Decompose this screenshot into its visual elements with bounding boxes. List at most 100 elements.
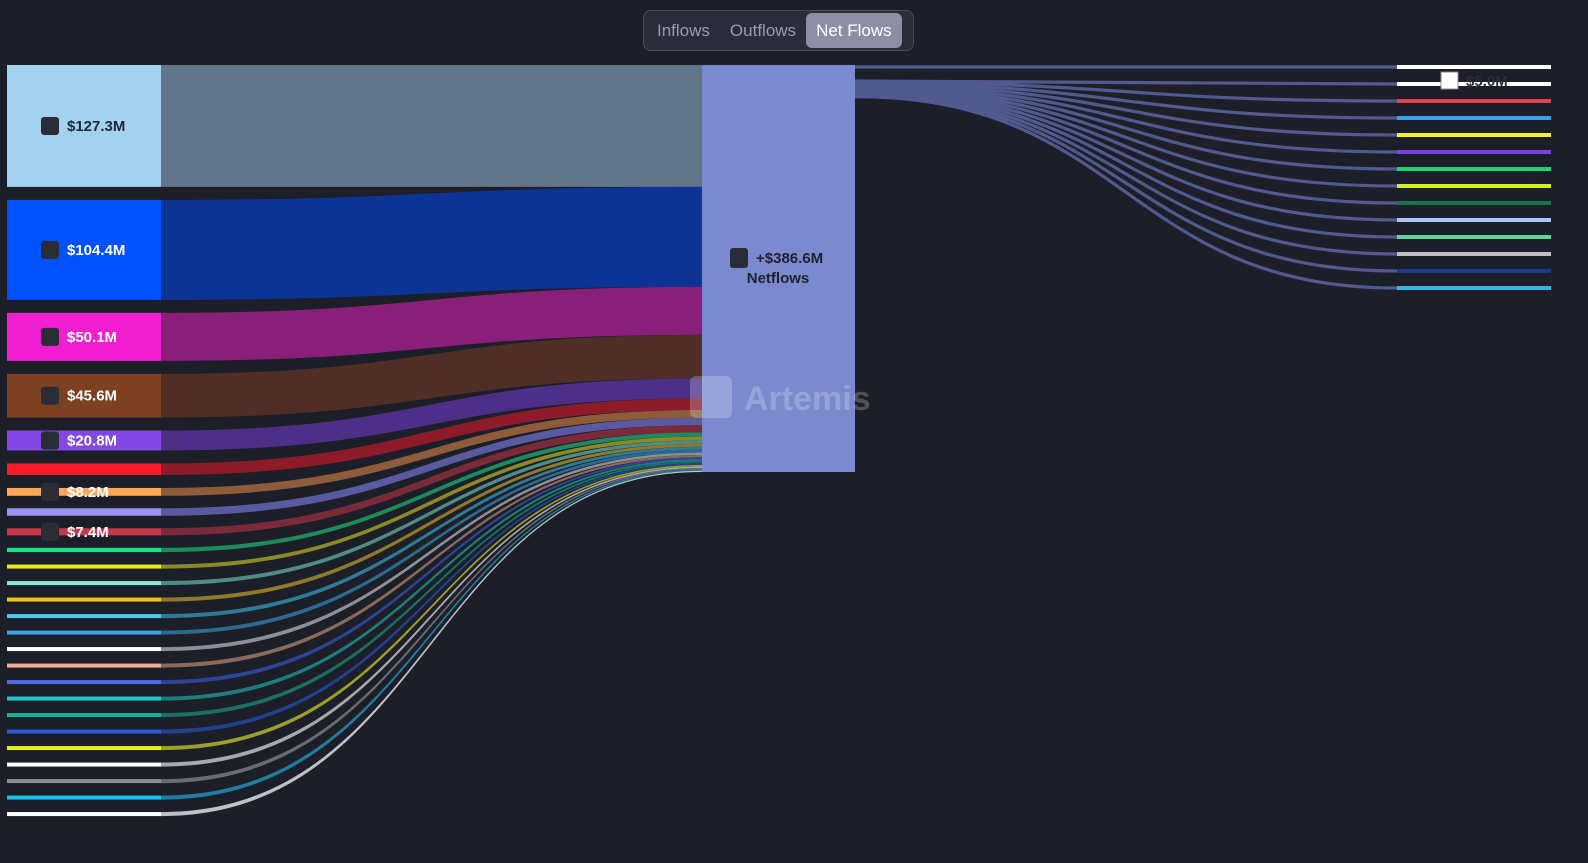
inflow-link[interactable]: [161, 440, 702, 586]
outflow-node[interactable]: [1397, 99, 1551, 103]
inflow-node[interactable]: [7, 630, 161, 635]
inflow-link[interactable]: [161, 378, 702, 451]
outflow-node[interactable]: [1397, 252, 1551, 256]
inflow-link[interactable]: [161, 470, 702, 817]
inflow-node[interactable]: [7, 746, 161, 751]
inflow-node[interactable]: [7, 463, 161, 475]
outflow-node[interactable]: [1397, 184, 1551, 188]
tron-icon: [41, 386, 59, 405]
polygon-icon: [41, 431, 59, 450]
outflow-link[interactable]: [854, 82, 1398, 120]
outflow-value-label: $5.0M: [1466, 73, 1508, 90]
outflow-link[interactable]: [854, 91, 1398, 239]
inflow-link[interactable]: [161, 409, 702, 496]
inflow-node[interactable]: [7, 312, 161, 361]
outflow-link[interactable]: [854, 87, 1398, 188]
outflow-link[interactable]: [854, 93, 1398, 273]
inflow-link[interactable]: [161, 443, 702, 602]
inflow-link[interactable]: [161, 454, 702, 668]
inflow-link[interactable]: [161, 464, 702, 751]
inflow-link[interactable]: [161, 463, 702, 734]
outflow-link[interactable]: [854, 95, 1398, 290]
inflow-node[interactable]: [7, 597, 161, 602]
outflow-link[interactable]: [854, 79, 1398, 86]
inflow-link[interactable]: [161, 436, 702, 569]
base-icon: [41, 240, 59, 259]
outflow-links: [854, 65, 1398, 290]
inflow-link[interactable]: [161, 398, 702, 475]
outflow-node[interactable]: [1397, 269, 1551, 273]
inflow-node[interactable]: [7, 696, 161, 701]
inflow-node[interactable]: [7, 199, 161, 300]
outflow-node[interactable]: [1397, 133, 1551, 137]
outflow-node[interactable]: [1397, 82, 1551, 86]
inflow-link[interactable]: [161, 65, 702, 187]
watermark-text: Artemis: [744, 380, 871, 418]
outflow-link[interactable]: [854, 83, 1398, 137]
tab-outflows[interactable]: Outflows: [729, 21, 797, 40]
chain-icon: [41, 522, 59, 541]
netflows-title-label: Netflows: [747, 270, 810, 287]
inflow-link[interactable]: [161, 446, 702, 619]
inflow-link[interactable]: [161, 417, 702, 516]
inflow-node[interactable]: [7, 508, 161, 516]
inflow-node[interactable]: [7, 614, 161, 619]
outflow-node[interactable]: [1397, 150, 1551, 154]
inflow-node[interactable]: [7, 547, 161, 553]
inflow-link[interactable]: [161, 452, 702, 652]
outflow-link[interactable]: [854, 92, 1398, 256]
outflow-node[interactable]: [1397, 235, 1551, 239]
inflow-link[interactable]: [161, 432, 702, 553]
inflow-value-label: $7.4M: [67, 524, 109, 541]
inflow-link[interactable]: [161, 459, 702, 701]
sankey-labels: $127.3M $104.4M $50.1M $45.6M $20.8M $8.2M $7.…: [41, 71, 1508, 541]
exchange-icon: [1440, 71, 1459, 90]
inflow-node[interactable]: [7, 680, 161, 685]
inflow-link[interactable]: [161, 461, 702, 718]
inflow-link[interactable]: [161, 469, 702, 800]
inflow-link[interactable]: [161, 425, 702, 536]
inflow-link[interactable]: [161, 467, 702, 784]
inflow-node[interactable]: [7, 729, 161, 734]
outflow-link[interactable]: [854, 88, 1398, 205]
outflow-link[interactable]: [854, 80, 1398, 103]
outflow-node[interactable]: [1397, 201, 1551, 205]
outflow-link[interactable]: [854, 89, 1398, 222]
flow-type-tabs: Inflows Outflows Net Flows: [643, 10, 914, 51]
outflow-node[interactable]: [1397, 116, 1551, 120]
outflow-node[interactable]: [1397, 286, 1551, 290]
inflow-node[interactable]: [7, 65, 161, 187]
inflow-node[interactable]: [7, 373, 161, 418]
inflow-value-label: $20.8M: [67, 432, 117, 449]
scroll-icon: [41, 482, 59, 501]
inflow-node[interactable]: [7, 795, 161, 800]
inflow-value-label: $8.2M: [67, 484, 109, 501]
inflow-node[interactable]: [7, 779, 161, 784]
inflow-link[interactable]: [161, 449, 702, 635]
inflow-node[interactable]: [7, 528, 161, 536]
inflow-link[interactable]: [161, 286, 702, 361]
inflow-link[interactable]: [161, 334, 702, 418]
artemis-logo-icon: [690, 376, 732, 418]
inflow-value-label: $127.3M: [67, 118, 125, 135]
inflow-link[interactable]: [161, 466, 702, 767]
inflow-node[interactable]: [7, 581, 161, 586]
inflow-links: [161, 65, 702, 817]
inflow-node[interactable]: [7, 487, 161, 496]
outflow-link[interactable]: [854, 84, 1398, 154]
inflow-node[interactable]: [7, 713, 161, 718]
outflow-node[interactable]: [1397, 65, 1551, 69]
inflow-link[interactable]: [161, 186, 702, 300]
inflow-node[interactable]: [7, 663, 161, 668]
inflow-node[interactable]: [7, 762, 161, 767]
netflows-node[interactable]: [702, 65, 855, 472]
outflow-link[interactable]: [854, 85, 1398, 171]
inflow-node[interactable]: [7, 647, 161, 652]
outflow-node[interactable]: [1397, 218, 1551, 222]
inflow-node[interactable]: [7, 812, 161, 817]
tab-inflows[interactable]: Inflows: [657, 21, 710, 40]
inflow-node[interactable]: [7, 564, 161, 569]
tab-net-flows[interactable]: Net Flows: [806, 13, 902, 48]
inflow-link[interactable]: [161, 457, 702, 685]
outflow-node[interactable]: [1397, 167, 1551, 171]
